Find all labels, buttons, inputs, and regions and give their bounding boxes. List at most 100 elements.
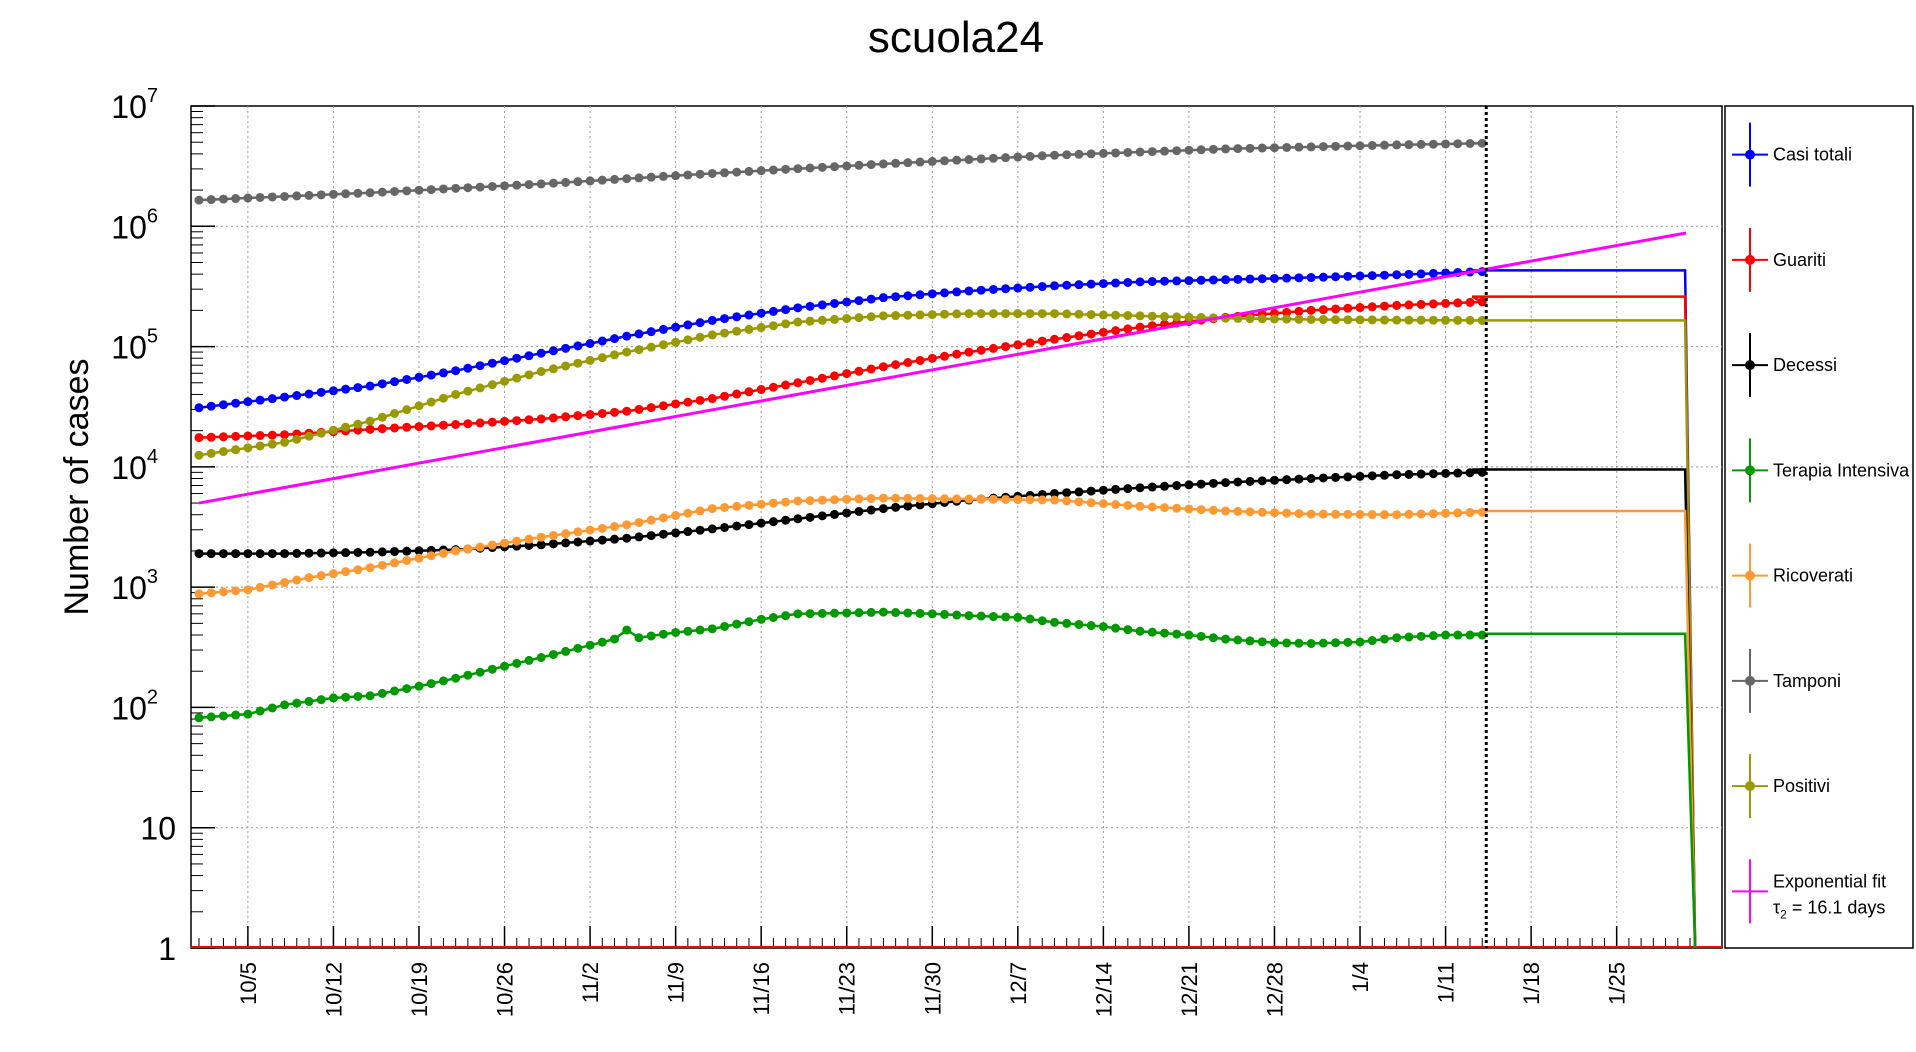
data-point [878,159,888,169]
data-point [536,367,546,377]
data-point [243,709,253,719]
data-point [524,534,534,544]
data-point [1245,636,1255,646]
x-tick-label: 10/12 [321,962,346,1017]
data-point [304,190,314,200]
data-point [683,397,693,407]
data-point [610,634,620,644]
data-point [536,348,546,358]
series-tamponi [194,138,1487,205]
data-point [524,370,534,380]
data-point [707,394,717,404]
data-point [512,373,522,383]
data-point [1196,631,1206,641]
data-point [842,608,852,618]
data-point [548,539,558,549]
data-point [438,184,448,194]
data-point [487,664,497,674]
data-point [1392,140,1402,150]
x-tick-label: 1/11 [1434,962,1459,1003]
data-point [524,180,534,190]
data-point [805,609,815,619]
data-point [512,416,522,426]
data-point [524,655,534,665]
data-point [573,358,583,368]
data-point [1416,299,1426,309]
data-point [1477,138,1487,148]
data-point [1294,142,1304,152]
data-point [1001,284,1011,294]
data-point [1196,145,1206,155]
data-point [830,371,840,381]
data-point [952,309,962,319]
data-point [402,546,412,556]
data-point [1257,314,1267,324]
data-point [952,494,962,504]
data-point [243,585,253,595]
data-point [1269,638,1279,648]
data-point [438,420,448,430]
data-point [1428,268,1438,278]
data-point [768,306,778,316]
data-point [475,383,485,393]
data-point [1025,495,1035,505]
data-point [316,548,326,558]
data-point [866,494,876,504]
legend-entry: Guariti [1732,227,1826,292]
data-point [707,524,717,534]
data-point [1147,277,1157,287]
data-point [1416,469,1426,479]
data-point [463,544,473,554]
data-point [817,511,827,521]
data-point [500,538,510,548]
data-point [805,375,815,385]
data-point [1465,508,1475,518]
data-point [267,192,277,202]
data-point [341,384,351,394]
data-point [976,611,986,621]
data-point [817,300,827,310]
data-point [390,186,400,196]
data-point [1453,315,1463,325]
data-point [1416,315,1426,325]
data-point [756,385,766,395]
data-point [622,533,632,543]
data-point [1343,141,1353,151]
data-point [1062,488,1072,498]
data-point [1318,315,1328,325]
data-point [854,160,864,170]
data-point [512,180,522,190]
data-point [1392,315,1402,325]
data-point [1172,312,1182,322]
data-point [1355,509,1365,519]
data-point [1172,503,1182,513]
data-point [1025,151,1035,161]
data-point [1111,484,1121,494]
data-point [1306,273,1316,283]
data-point [1172,481,1182,491]
data-point [891,292,901,302]
data-point [622,174,632,184]
data-point [231,586,241,596]
data-point [1441,468,1451,478]
data-point [1111,623,1121,633]
data-point [988,284,998,294]
data-point [328,693,338,703]
data-point [1355,271,1365,281]
data-point [1135,277,1145,287]
data-point [1269,143,1279,153]
data-point [976,309,986,319]
data-point [292,548,302,558]
data-point [1331,638,1341,648]
data-point [475,667,485,677]
data-point [1037,282,1047,292]
data-point [1355,637,1365,647]
data-point [1428,139,1438,149]
data-point [451,673,461,683]
data-point [646,631,656,641]
data-point [1013,612,1023,622]
data-point [1404,509,1414,519]
data-point [1318,473,1328,483]
data-point [548,364,558,374]
data-point [1001,342,1011,352]
